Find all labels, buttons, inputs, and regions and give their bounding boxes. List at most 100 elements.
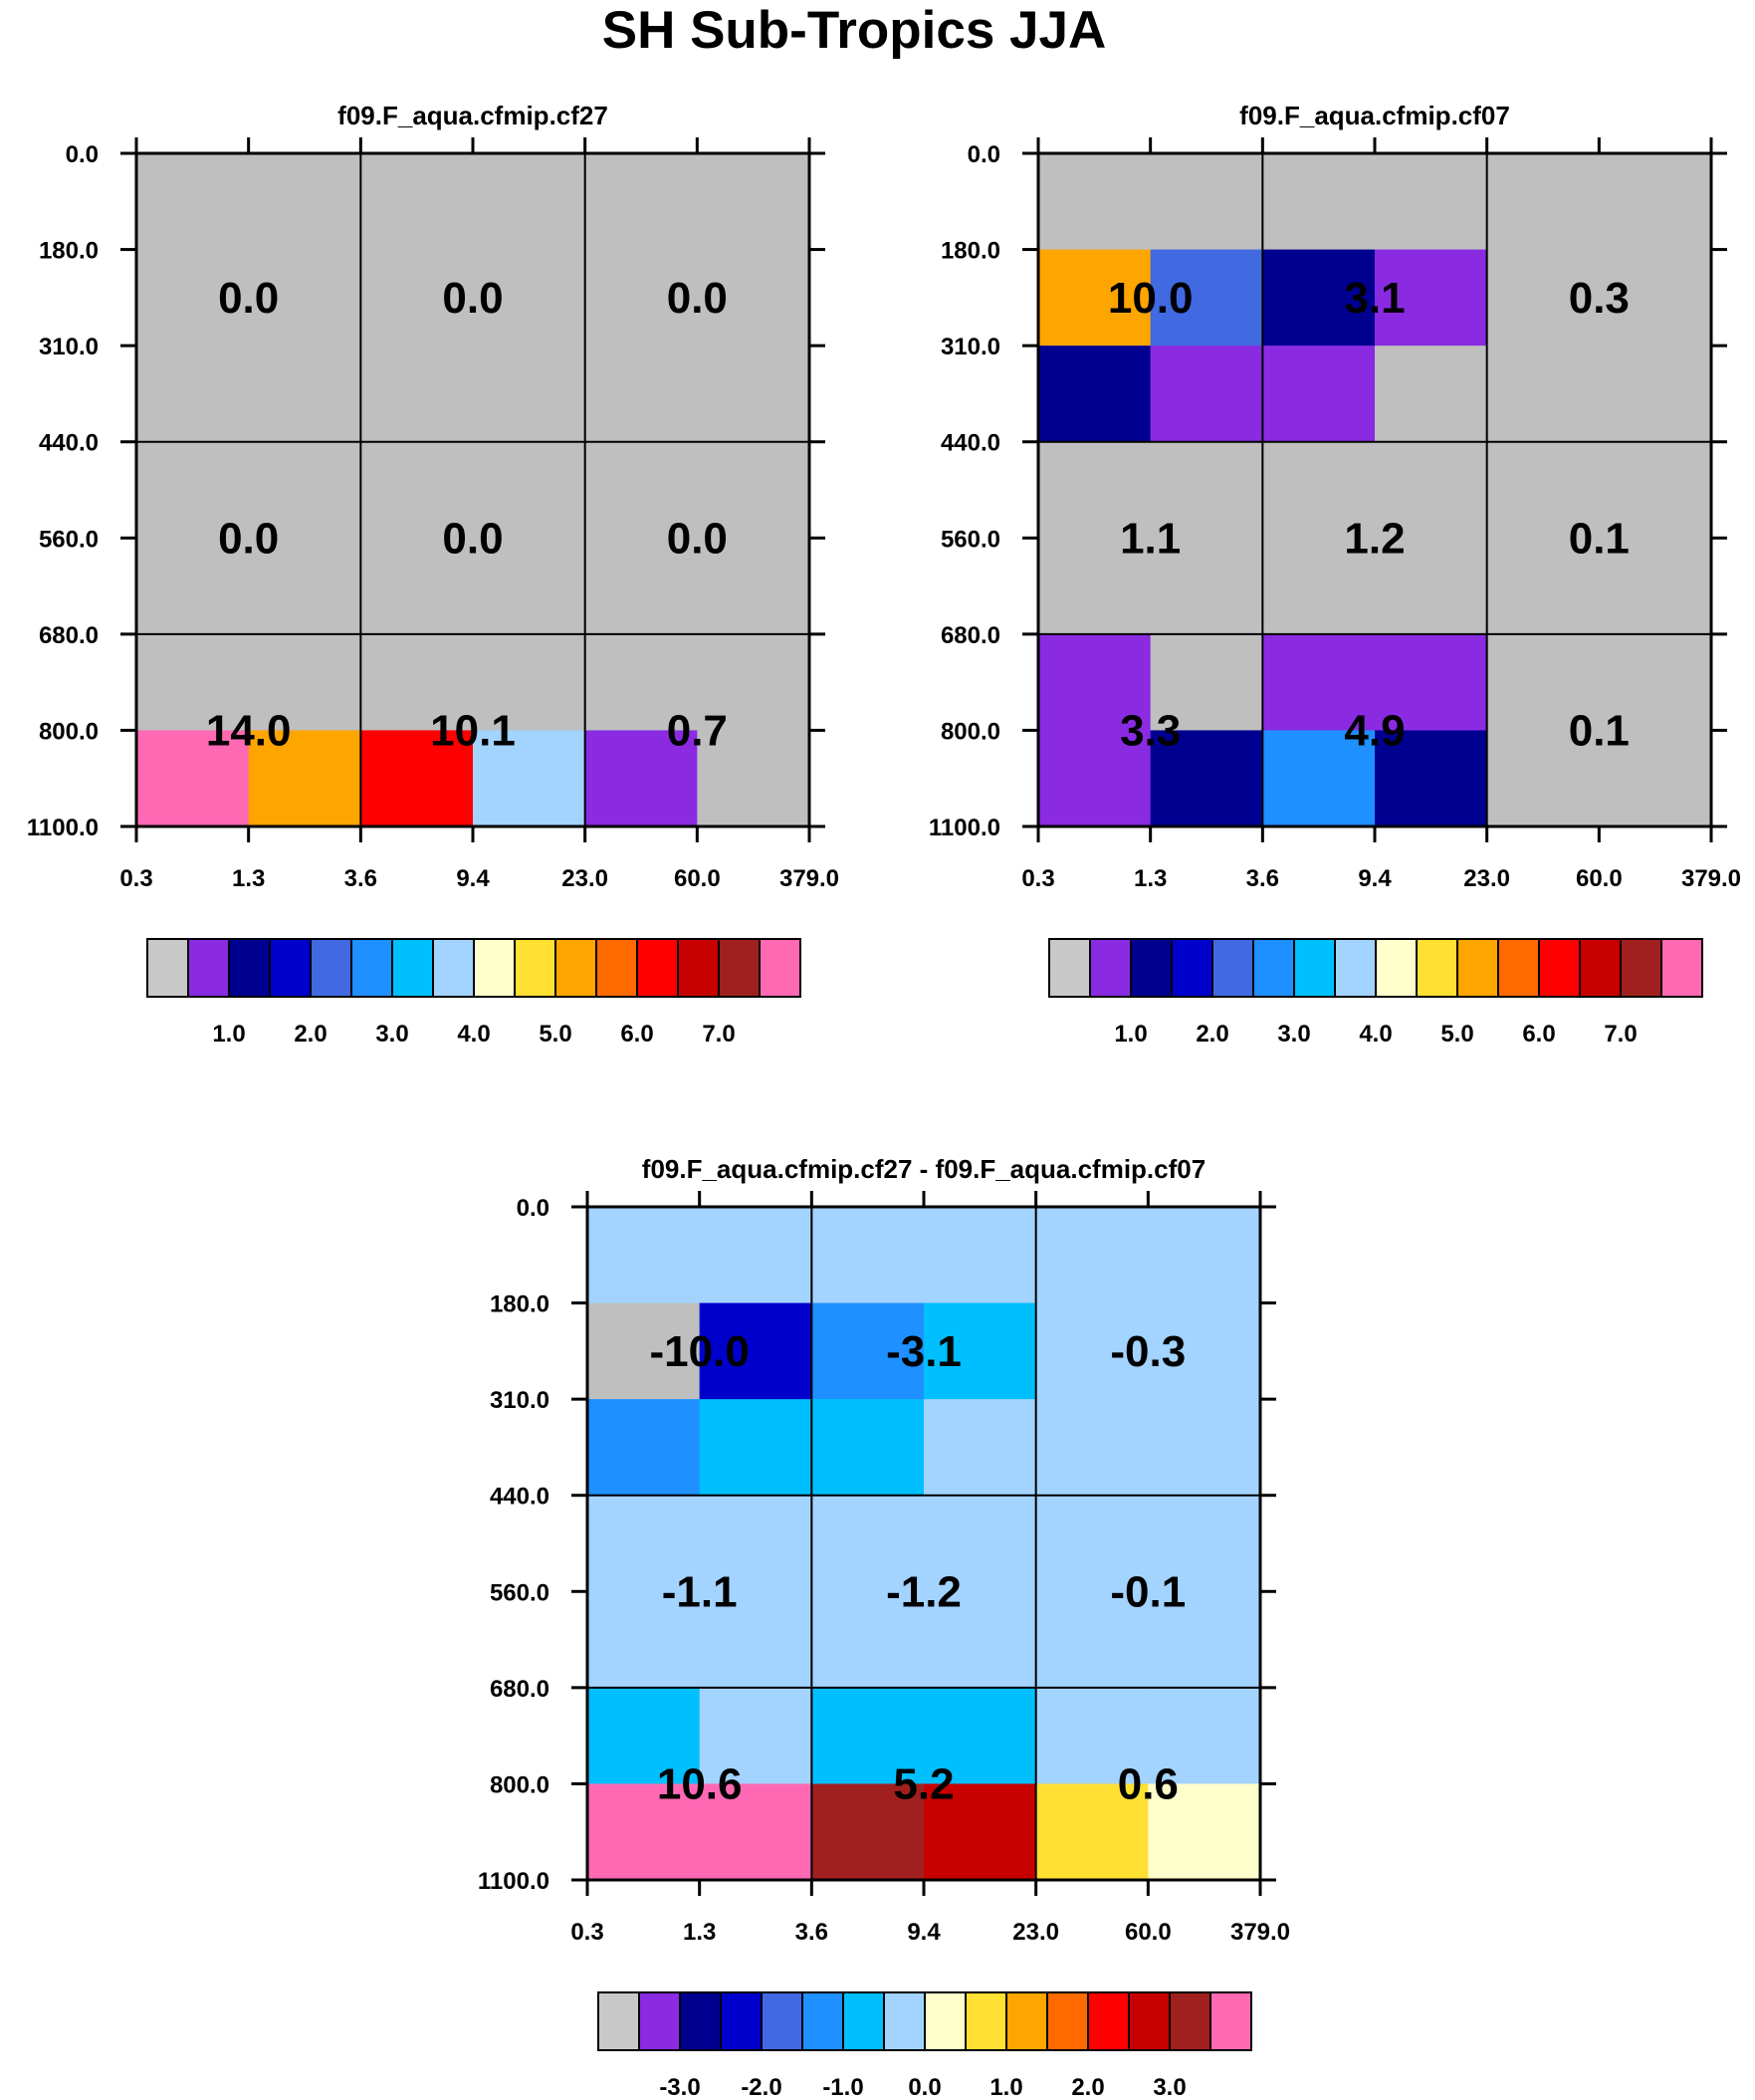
colorbar-swatch [1538, 938, 1581, 998]
y-tick-label: 310.0 [490, 1387, 549, 1414]
heatmap-cell [1375, 538, 1488, 635]
colorbar-label: 2.0 [1196, 1021, 1228, 1048]
heatmap-cell [473, 633, 586, 732]
heatmap-cell [587, 1207, 701, 1304]
x-tick-label: 379.0 [1230, 1919, 1290, 1946]
heatmap-cell [1375, 249, 1488, 347]
heatmap-cell [1262, 346, 1376, 443]
heatmap-cell [248, 633, 361, 732]
heatmap-cell [1038, 346, 1152, 443]
heatmap-cell [1599, 633, 1712, 732]
colorbar-swatch [595, 938, 638, 998]
x-tick-label: 0.3 [1021, 865, 1054, 892]
box-value-label: 3.3 [1120, 706, 1181, 755]
heatmap-cell [584, 441, 698, 539]
colorbar-swatch [965, 1991, 1007, 2051]
box-value-label: -3.1 [886, 1327, 962, 1376]
heatmap-cell [1035, 1591, 1149, 1689]
heatmap-cell [699, 1783, 812, 1881]
heatmap-cell [1148, 1495, 1261, 1592]
heatmap-panel-3: f09.F_aqua.cfmip.cf27 - f09.F_aqua.cfmip… [478, 1154, 1290, 2100]
heatmap-cell [473, 730, 586, 827]
box-value-label: 0.1 [1569, 514, 1630, 563]
x-tick-label: 1.3 [1134, 865, 1167, 892]
box-value-label: 4.9 [1344, 706, 1405, 755]
heatmap-cell [248, 346, 361, 443]
box-value-label: 0.0 [667, 514, 728, 563]
heatmap-cell [248, 153, 361, 251]
x-tick-label: 3.6 [344, 865, 377, 892]
heatmap-cell [360, 538, 474, 635]
heatmap-cell [697, 538, 810, 635]
heatmap-cell [924, 1302, 1037, 1400]
colorbar-swatch [1620, 938, 1662, 998]
y-tick-label: 310.0 [941, 334, 1000, 360]
x-tick-label: 1.3 [232, 865, 265, 892]
heatmap-cell [924, 1207, 1037, 1304]
y-tick-label: 440.0 [490, 1484, 549, 1511]
y-tick-label: 800.0 [490, 1771, 549, 1798]
colorbar-swatch [597, 1991, 640, 2051]
heatmap-cell [699, 1687, 812, 1785]
heatmap-cell [811, 1591, 925, 1689]
heatmap-cell [1599, 730, 1712, 827]
colorbar-label: 5.0 [1440, 1021, 1473, 1048]
heatmap-cell [360, 249, 474, 347]
heatmap-cell [699, 1207, 812, 1304]
heatmap-cell [1599, 153, 1712, 251]
heatmap-cell [697, 441, 810, 539]
x-tick-label: 9.4 [907, 1919, 941, 1946]
heatmap-cell [1375, 441, 1488, 539]
heatmap-cell [136, 538, 250, 635]
colorbar-swatch [1046, 1991, 1089, 2051]
y-tick-label: 560.0 [941, 526, 1000, 553]
y-tick-label: 680.0 [490, 1676, 549, 1703]
colorbar-label: 1.0 [989, 2074, 1022, 2100]
colorbar-label: 7.0 [702, 1021, 735, 1048]
x-tick-label: 60.0 [1576, 865, 1623, 892]
x-tick-label: 379.0 [779, 865, 839, 892]
y-tick-label: 0.0 [968, 141, 1000, 168]
heatmap-cell [699, 1399, 812, 1497]
heatmap-cell [1599, 538, 1712, 635]
heatmap-cell [473, 249, 586, 347]
heatmap-cell [811, 1399, 925, 1497]
heatmap-cell [248, 249, 361, 347]
heatmap-cell [136, 441, 250, 539]
heatmap-panel-2: f09.F_aqua.cfmip.cf07 0.0 180.0 310.0 440.0 5… [929, 101, 1741, 1048]
heatmap-cell [584, 153, 698, 251]
panel-title: f09.F_aqua.cfmip.cf27 - f09.F_aqua.cfmip… [642, 1154, 1206, 1184]
heatmap-cell [136, 249, 250, 347]
heatmap-cell [473, 346, 586, 443]
box-value-label: -1.1 [662, 1567, 738, 1616]
heatmap-cell [697, 153, 810, 251]
heatmap-cell [587, 1591, 701, 1689]
heatmap-cell [136, 153, 250, 251]
heatmap-cell [1038, 633, 1152, 732]
heatmap-cell [1486, 538, 1600, 635]
colorbar-swatch [761, 1991, 803, 2051]
heatmap-cell [360, 153, 474, 251]
colorbar-label: 4.0 [457, 1021, 490, 1048]
heatmap-cell [699, 1495, 812, 1592]
y-tick-label: 680.0 [39, 622, 99, 649]
heatmap-cell [587, 1687, 701, 1785]
panel-title: f09.F_aqua.cfmip.cf07 [1239, 101, 1510, 130]
box-value-label: 0.6 [1118, 1759, 1179, 1808]
y-tick-label: 1100.0 [27, 815, 99, 841]
heatmap-cell [136, 346, 250, 443]
heatmap-cell [1486, 249, 1600, 347]
heatmap-cell [473, 441, 586, 539]
heatmap-cell [360, 441, 474, 539]
heatmap-cell [1375, 730, 1488, 827]
heatmap-cell [811, 1687, 925, 1785]
heatmap-cell [1262, 153, 1376, 251]
x-tick-label: 0.3 [119, 865, 152, 892]
y-tick-label: 560.0 [490, 1579, 549, 1606]
heatmap-cell [1262, 441, 1376, 539]
colorbar-swatch [677, 938, 720, 998]
colorbar-label: 2.0 [1071, 2074, 1104, 2100]
heatmap-cell [811, 1495, 925, 1592]
y-tick-label: 0.0 [66, 141, 99, 168]
